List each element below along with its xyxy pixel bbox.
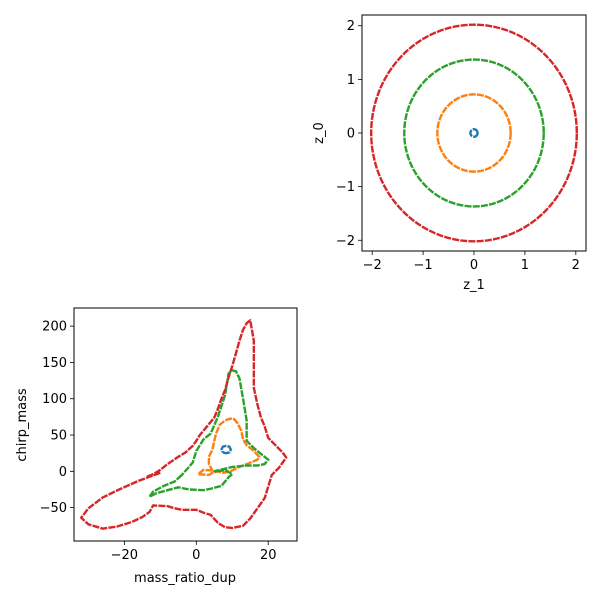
axes-frame-top-right: [361, 14, 587, 252]
x-tick-label: 20: [260, 548, 277, 563]
x-tick-label: −1: [414, 258, 433, 273]
x-tick-label: 0: [470, 258, 478, 273]
y-tick-label: −50: [40, 501, 67, 516]
contour-series-2: [148, 369, 270, 498]
contour-series-3: [369, 23, 579, 243]
x-tick-label: 0: [192, 548, 200, 563]
y-tick-label: 50: [50, 429, 67, 444]
y-tick-label: 100: [42, 392, 67, 407]
contours-bottom-left: [79, 319, 288, 530]
x-ticks-bottom-left: −20 0 20: [111, 541, 277, 563]
contour-series-0: [220, 444, 233, 455]
x-ticks-top-right: −2 −1 0 1 2: [363, 251, 580, 273]
y-tick-label: −1: [336, 180, 355, 195]
y-ticks-top-right: −2 −1 0 1 2: [336, 19, 362, 249]
x-axis-label-bottom-left: mass_ratio_dup: [134, 571, 236, 586]
y-axis-label-bottom-left: chirp_mass: [15, 388, 30, 461]
y-axis-label-top-right: z_0: [312, 122, 327, 144]
y-tick-label: −2: [336, 234, 355, 249]
y-tick-label: 0: [59, 465, 67, 480]
x-tick-label: −2: [363, 258, 382, 273]
contour-series-1: [436, 93, 512, 173]
y-tick-label: 2: [347, 19, 355, 34]
y-ticks-bottom-left: −50 0 50 100 150 200: [40, 320, 74, 516]
panel-z1-z0: −2 −1 0 1 2 −2 −1 0 1 2 z_1 z_0: [312, 14, 587, 293]
panel-mass-ratio-chirp-mass: −20 0 20 −50 0 50 100 150 200 mass_ratio_dup ch…: [15, 307, 298, 586]
contour-series-0: [469, 128, 479, 138]
y-tick-label: 150: [42, 356, 67, 371]
contours-top-right: [369, 23, 579, 243]
y-tick-label: 1: [347, 73, 355, 88]
x-tick-label: 1: [521, 258, 529, 273]
x-axis-label-top-right: z_1: [463, 278, 485, 293]
x-tick-label: 2: [572, 258, 580, 273]
axes-frame-bottom-left: [73, 307, 298, 542]
contour-series-2: [403, 58, 545, 208]
contour-series-3: [79, 319, 288, 530]
y-tick-label: 0: [347, 127, 355, 142]
y-tick-label: 200: [42, 320, 67, 335]
x-tick-label: −20: [111, 548, 138, 563]
